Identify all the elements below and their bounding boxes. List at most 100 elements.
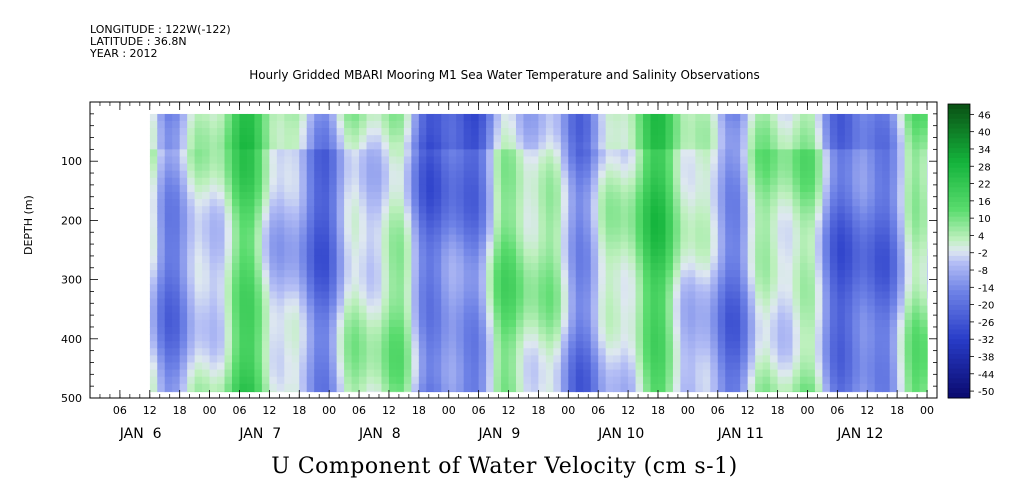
field-cell [164, 135, 173, 143]
field-cell [650, 390, 659, 393]
field-cell [732, 348, 741, 356]
field-cell [493, 234, 502, 243]
field-cell [859, 362, 868, 371]
field-cell [927, 390, 929, 393]
field-cell [463, 305, 472, 314]
field-cell [441, 326, 450, 335]
field-cell [463, 270, 472, 278]
field-cell [919, 220, 928, 229]
field-cell [643, 284, 652, 293]
field-cell [912, 376, 921, 385]
field-cell [269, 184, 278, 193]
field-cell [643, 326, 652, 335]
field-cell [874, 156, 883, 165]
field-cell [762, 177, 771, 186]
field-cell [785, 113, 794, 122]
field-cell [852, 376, 861, 385]
field-cell [530, 348, 540, 356]
field-cell [463, 390, 472, 393]
field-cell [598, 362, 607, 371]
field-cell [747, 334, 756, 342]
field-cell [441, 163, 450, 172]
field-cell [396, 191, 405, 200]
field-cell [493, 369, 502, 378]
field-cell [239, 341, 248, 349]
field-cell [732, 362, 741, 371]
field-cell [725, 149, 734, 158]
field-cell [837, 326, 846, 335]
field-cell [859, 191, 868, 200]
field-cell [314, 248, 323, 257]
field-cell [217, 277, 226, 285]
field-cell [254, 305, 263, 314]
field-cell [590, 376, 599, 385]
field-cell [329, 170, 338, 179]
field-cell [620, 334, 629, 342]
field-cell [919, 383, 928, 392]
field-cell [433, 184, 442, 193]
field-cell [777, 326, 786, 335]
field-cell [276, 199, 285, 207]
field-cell [553, 241, 562, 250]
field-cell [530, 206, 540, 214]
field-cell [657, 177, 667, 186]
field-cell [381, 149, 390, 158]
field-cell [859, 263, 868, 271]
field-cell [194, 191, 203, 200]
field-cell [889, 326, 898, 335]
field-cell [657, 199, 667, 207]
field-cell [493, 177, 502, 186]
field-cell [418, 255, 427, 264]
field-cell [306, 163, 315, 172]
field-cell [575, 369, 584, 378]
field-cell [261, 362, 270, 371]
field-cell [351, 184, 360, 193]
field-cell [291, 163, 300, 172]
field-cell [799, 234, 809, 243]
field-cell [276, 255, 285, 264]
field-cell [710, 191, 719, 200]
field-cell [755, 284, 764, 293]
field-cell [889, 156, 898, 165]
field-cell [381, 390, 390, 393]
field-cell [157, 326, 166, 335]
field-cell [650, 234, 659, 243]
field-cell [672, 334, 682, 342]
field-cell [246, 191, 256, 200]
field-cell [927, 241, 929, 250]
field-cell [874, 298, 883, 307]
field-cell [314, 376, 323, 385]
field-cell [762, 128, 771, 136]
field-cell [710, 277, 719, 285]
field-cell [501, 362, 510, 371]
field-cell [269, 298, 278, 307]
field-cell [747, 369, 756, 378]
field-cell [935, 284, 943, 292]
colorbar-segment [948, 206, 970, 213]
field-cell [732, 220, 741, 229]
field-cell [515, 383, 525, 392]
field-cell [441, 270, 450, 278]
field-cell [657, 355, 667, 364]
field-cell [889, 220, 898, 229]
field-cell [306, 341, 315, 349]
field-cell [807, 369, 816, 378]
field-cell [172, 113, 181, 122]
field-cell [366, 234, 375, 243]
field-cell [935, 377, 943, 385]
field-cell [396, 362, 405, 371]
field-cell [927, 263, 929, 271]
field-cell [209, 291, 218, 300]
field-cell [388, 113, 398, 122]
field-cell [433, 191, 442, 200]
field-cell [359, 241, 368, 250]
field-cell [867, 156, 876, 165]
field-cell [575, 156, 584, 165]
field-cell [919, 234, 928, 243]
field-cell [336, 120, 345, 129]
field-cell [777, 135, 786, 143]
field-cell [844, 199, 853, 207]
field-cell [433, 120, 442, 129]
field-cell [254, 376, 263, 385]
field-cell [620, 156, 629, 165]
